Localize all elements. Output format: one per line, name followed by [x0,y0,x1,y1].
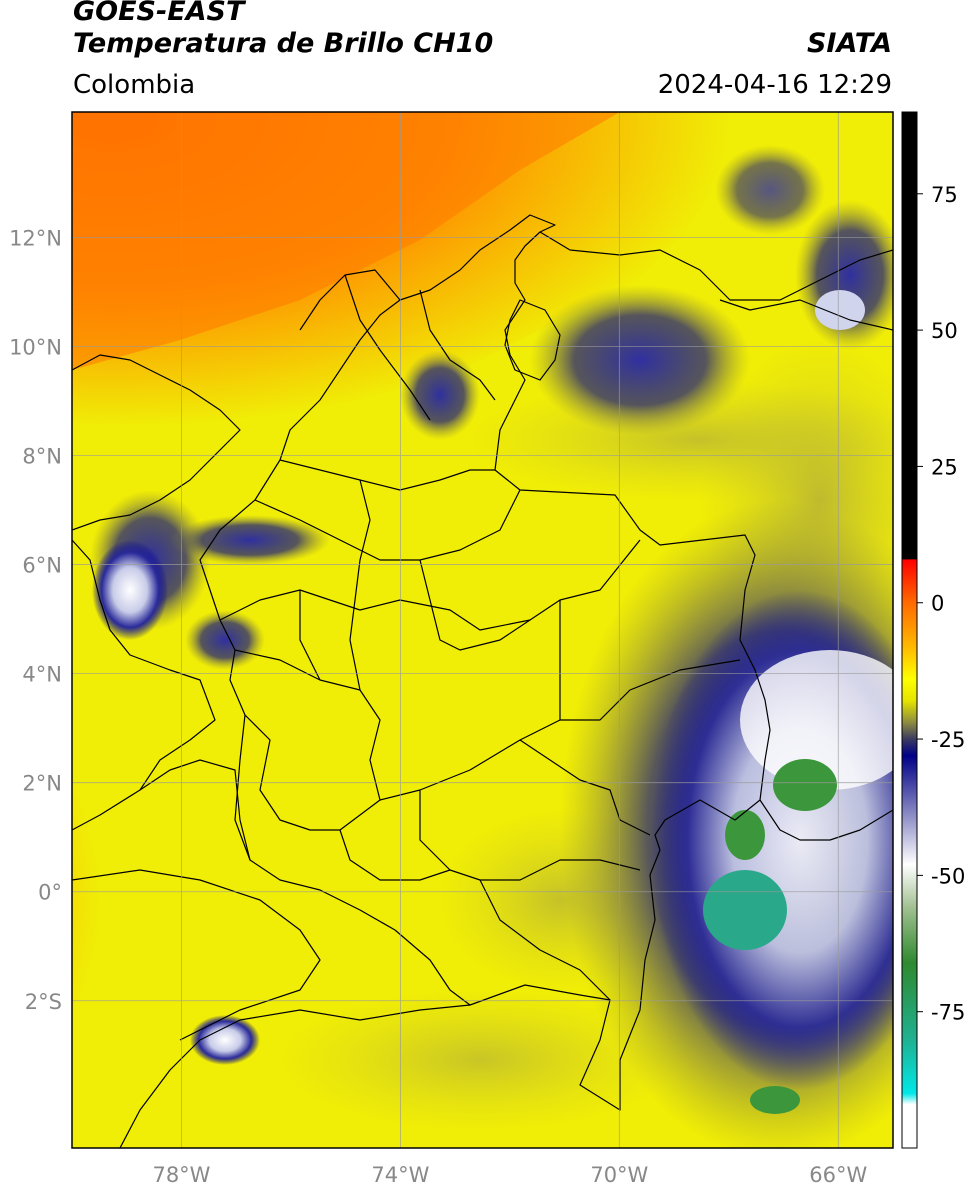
timestamp-label: 2024-04-16 12:29 [657,70,892,100]
dept-3 [419,289,496,401]
colorbar-tick-label: 50 [931,319,958,343]
colorbar-tick-label: -50 [931,864,965,888]
lat-tick-label: 6°N [22,554,62,578]
colorbar-tick-label: 0 [931,592,944,616]
dept-16 [479,879,611,1001]
colorbar-ramp [902,112,917,1148]
ecuador-peru-border [72,869,321,1041]
venezuela-border [539,231,893,301]
dept-14 [339,829,451,881]
colorbar-frame [901,111,918,1149]
lon-tick-label: 78°W [152,1163,210,1187]
colombia-border [199,214,771,1111]
lat-tick-label: 4°N [22,663,62,687]
colorbar-tick-label: 75 [931,183,958,207]
dept-15 [519,739,651,836]
dept-2 [344,274,431,421]
lat-tick-label: 10°N [9,335,62,359]
region-label: Colombia [73,70,196,100]
graticule [72,112,893,1148]
venezuela-coast [719,299,893,331]
latitude-labels: 12°N 10°N 8°N 6°N 4°N 2°N 0° 2°S [9,226,62,1013]
colorbar-tick-label: -25 [931,728,965,752]
colorbar [901,111,918,1149]
panama-coast [72,354,241,531]
dept-6 [219,539,641,631]
lat-tick-label: 8°N [22,445,62,469]
colorbar-tick-label: -75 [931,1001,965,1025]
brightness-temperature-field [72,112,893,1148]
dept-12 [299,590,321,681]
organization-label: SIATA [806,28,892,59]
pacific-coast [72,539,216,791]
dept-13 [419,790,641,881]
colorbar-labels: 75 50 25 0 -25 -50 -75 [917,183,965,1025]
map-frame [71,111,894,1149]
ecuador-border [72,759,251,861]
lon-tick-label: 74°W [371,1163,429,1187]
dept-11 [419,559,531,651]
product-title: Temperatura de Brillo CH10 [73,28,494,59]
lake-maracaibo [504,299,561,381]
lat-tick-label: 2°S [25,990,62,1014]
lat-tick-label: 2°N [22,772,62,796]
lat-tick-label: 12°N [9,226,62,250]
longitude-labels: 78°W 74°W 70°W 66°W [152,1163,867,1187]
colorbar-tick-label: 25 [931,455,958,479]
brazil-border [759,799,893,841]
lon-tick-label: 66°W [809,1163,867,1187]
satellite-title: GOES-EAST [73,0,245,27]
lon-tick-label: 70°W [590,1163,648,1187]
dept-7 [559,600,741,721]
dept-10 [349,479,371,691]
lat-tick-label: 0° [38,881,62,905]
